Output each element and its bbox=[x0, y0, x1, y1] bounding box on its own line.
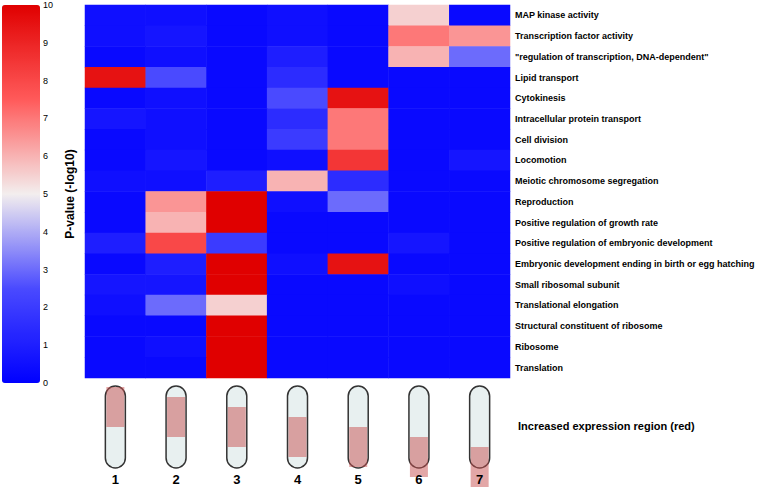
svg-text:MAP kinase activity: MAP kinase activity bbox=[515, 10, 599, 20]
svg-text:Small ribosomal subunit: Small ribosomal subunit bbox=[515, 280, 620, 290]
svg-text:8: 8 bbox=[43, 76, 48, 86]
svg-text:Embryonic development ending i: Embryonic development ending in birth or… bbox=[515, 259, 755, 269]
svg-text:Cell division: Cell division bbox=[515, 135, 568, 145]
svg-text:Lipid transport: Lipid transport bbox=[515, 73, 579, 83]
svg-text:Increased expression region (r: Increased expression region (red) bbox=[518, 420, 695, 432]
svg-text:Structural constituent of ribo: Structural constituent of ribosome bbox=[515, 321, 663, 331]
svg-text:5: 5 bbox=[355, 472, 362, 487]
svg-text:5: 5 bbox=[43, 189, 48, 199]
svg-text:3: 3 bbox=[43, 265, 48, 275]
svg-text:9: 9 bbox=[43, 38, 48, 48]
svg-text:4: 4 bbox=[43, 227, 48, 237]
svg-text:1: 1 bbox=[43, 340, 48, 350]
svg-text:Locomotion: Locomotion bbox=[515, 155, 567, 165]
svg-text:2: 2 bbox=[43, 302, 48, 312]
svg-text:7: 7 bbox=[43, 113, 48, 123]
svg-text:Ribosome: Ribosome bbox=[515, 342, 559, 352]
svg-text:"regulation of transcription,: "regulation of transcription, DNA-depend… bbox=[515, 52, 709, 62]
svg-text:3: 3 bbox=[233, 472, 240, 487]
svg-text:10: 10 bbox=[43, 0, 53, 10]
svg-text:6: 6 bbox=[43, 151, 48, 161]
svg-text:7: 7 bbox=[476, 472, 483, 487]
svg-text:1: 1 bbox=[112, 472, 119, 487]
svg-text:P-value (-log10): P-value (-log10) bbox=[63, 149, 77, 238]
svg-text:Transcription factor activity: Transcription factor activity bbox=[515, 31, 633, 41]
svg-text:Meiotic chromosome segregation: Meiotic chromosome segregation bbox=[515, 176, 659, 186]
svg-text:6: 6 bbox=[415, 472, 422, 487]
svg-text:Intracellular protein transpor: Intracellular protein transport bbox=[515, 114, 641, 124]
svg-text:0: 0 bbox=[43, 378, 48, 388]
svg-text:Reproduction: Reproduction bbox=[515, 197, 574, 207]
svg-text:Translation: Translation bbox=[515, 363, 563, 373]
svg-text:Translational elongation: Translational elongation bbox=[515, 300, 619, 310]
svg-text:Cytokinesis: Cytokinesis bbox=[515, 93, 566, 103]
svg-text:2: 2 bbox=[172, 472, 179, 487]
svg-text:4: 4 bbox=[294, 472, 302, 487]
svg-text:Positive regulation of embryon: Positive regulation of embryonic develop… bbox=[515, 238, 713, 248]
svg-text:Positive regulation of growth: Positive regulation of growth rate bbox=[515, 218, 658, 228]
